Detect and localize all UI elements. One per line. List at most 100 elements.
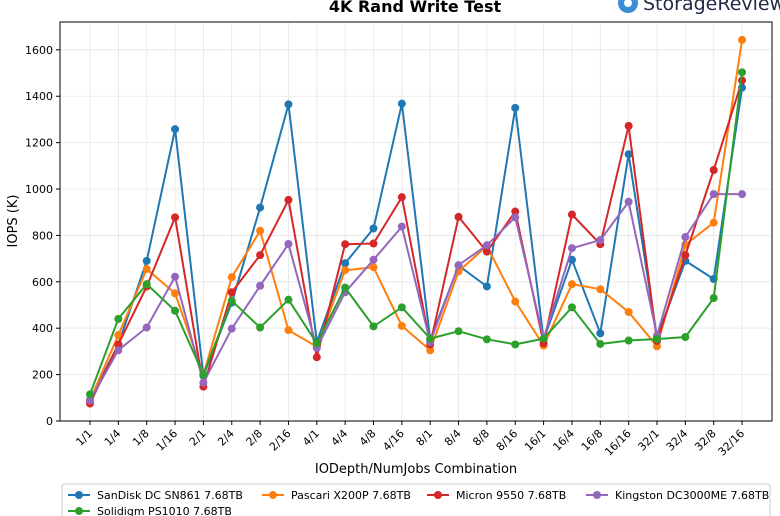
x-axis: 1/1 1/4 1/8 1/16 2/1 2/4 2/8 2/16 4/1 4/4 4/8 4/16 8… xyxy=(73,421,747,459)
x-tick-label: 8/16 xyxy=(494,427,521,454)
data-point xyxy=(653,335,661,344)
plot-area-frame xyxy=(59,21,773,422)
data-point xyxy=(454,212,463,221)
x-tick-label: 32/1 xyxy=(635,427,662,454)
data-point xyxy=(624,307,633,316)
legend-label: Micron 9550 7.68TB xyxy=(456,489,566,502)
data-point xyxy=(114,314,123,323)
data-point xyxy=(426,334,435,343)
x-axis-label: IODepth/NumJobs Combination xyxy=(315,462,517,477)
data-point xyxy=(341,240,350,249)
chart-title: 4K Rand Write Test xyxy=(329,0,502,16)
data-point xyxy=(199,370,208,379)
data-point xyxy=(284,295,293,304)
data-point xyxy=(681,251,690,260)
data-point xyxy=(511,340,520,349)
data-point xyxy=(171,213,180,222)
data-point xyxy=(341,266,350,275)
legend-label: Kingston DC3000ME 7.68TB xyxy=(615,489,769,502)
data-point xyxy=(596,329,605,338)
grid xyxy=(60,22,772,422)
data-point xyxy=(567,244,576,253)
legend-label: Solidigm PS1010 7.68TB xyxy=(97,505,232,516)
brand-logo: StorageReview xyxy=(618,0,780,15)
data-point xyxy=(624,150,633,159)
legend-frame xyxy=(61,483,771,516)
x-tick-label: 16/16 xyxy=(602,427,634,459)
data-point xyxy=(284,195,293,204)
x-tick-label: 1/8 xyxy=(130,427,152,449)
data-point xyxy=(227,273,236,282)
y-tick-label: 0 xyxy=(46,415,53,428)
x-tick-label: 4/8 xyxy=(357,427,379,449)
x-tick-label: 1/4 xyxy=(102,427,124,449)
y-axis: 0 200 400 600 800 1000 1200 1400 1600 xyxy=(25,44,60,428)
data-point xyxy=(171,306,180,315)
data-point xyxy=(142,265,151,274)
series-line xyxy=(89,72,744,395)
legend-item: Kingston DC3000ME 7.68TB xyxy=(586,489,769,502)
y-tick-label: 800 xyxy=(32,229,53,242)
data-point xyxy=(454,327,463,336)
brand-name: StorageReview xyxy=(643,0,780,15)
x-tick-label: 32/16 xyxy=(716,427,748,459)
y-tick-label: 1200 xyxy=(25,137,53,150)
legend-label: Pascari X200P 7.68TB xyxy=(291,489,411,502)
data-point xyxy=(86,396,94,405)
legend-item: Pascari X200P 7.68TB xyxy=(262,489,411,502)
data-point xyxy=(369,263,378,272)
series-2 xyxy=(86,76,747,408)
data-point xyxy=(256,226,265,235)
data-point xyxy=(738,190,747,199)
data-point xyxy=(567,303,576,312)
data-point xyxy=(567,280,576,289)
data-point xyxy=(624,197,633,206)
x-tick-label: 1/1 xyxy=(73,427,95,449)
x-tick-label: 16/1 xyxy=(522,427,549,454)
data-point xyxy=(284,326,293,335)
data-point xyxy=(284,240,293,249)
data-point xyxy=(426,346,435,355)
data-point xyxy=(341,283,350,292)
x-tick-label: 4/1 xyxy=(300,427,322,449)
data-point xyxy=(511,207,520,216)
data-point xyxy=(397,193,406,202)
y-axis-label: IOPS (K) xyxy=(6,195,21,248)
data-point xyxy=(227,296,236,305)
data-point xyxy=(341,259,350,268)
x-tick-label: 4/4 xyxy=(329,427,351,449)
series-line xyxy=(89,87,744,401)
data-point xyxy=(369,239,378,248)
data-point xyxy=(709,166,718,175)
data-point xyxy=(312,353,321,362)
data-point xyxy=(511,213,520,222)
y-tick-label: 1400 xyxy=(25,90,53,103)
data-point xyxy=(369,255,378,264)
data-point xyxy=(312,339,321,348)
legend-item: SanDisk DC SN861 7.68TB xyxy=(68,489,243,502)
data-point xyxy=(709,294,718,303)
data-point xyxy=(482,282,491,291)
data-point xyxy=(624,121,633,130)
data-point xyxy=(738,35,747,44)
legend-item: Solidigm PS1010 7.68TB xyxy=(68,505,232,516)
data-point xyxy=(681,333,690,342)
data-point xyxy=(596,236,605,245)
data-point xyxy=(624,336,633,345)
x-tick-label: 2/16 xyxy=(267,427,294,454)
data-point xyxy=(142,256,151,265)
legend-marker xyxy=(75,491,83,499)
series-0 xyxy=(86,83,747,405)
x-tick-label: 2/1 xyxy=(187,427,209,449)
data-point xyxy=(369,224,378,233)
logo-icon-inner xyxy=(624,0,632,7)
y-tick-label: 400 xyxy=(32,322,53,335)
data-point xyxy=(369,322,378,331)
data-point xyxy=(397,303,406,312)
legend: SanDisk DC SN861 7.68TB Pascari X200P 7.6… xyxy=(68,489,769,516)
x-tick-label: 32/4 xyxy=(664,427,691,454)
y-tick-label: 200 xyxy=(32,369,53,382)
data-point xyxy=(256,323,265,332)
x-tick-label: 2/8 xyxy=(244,427,266,449)
